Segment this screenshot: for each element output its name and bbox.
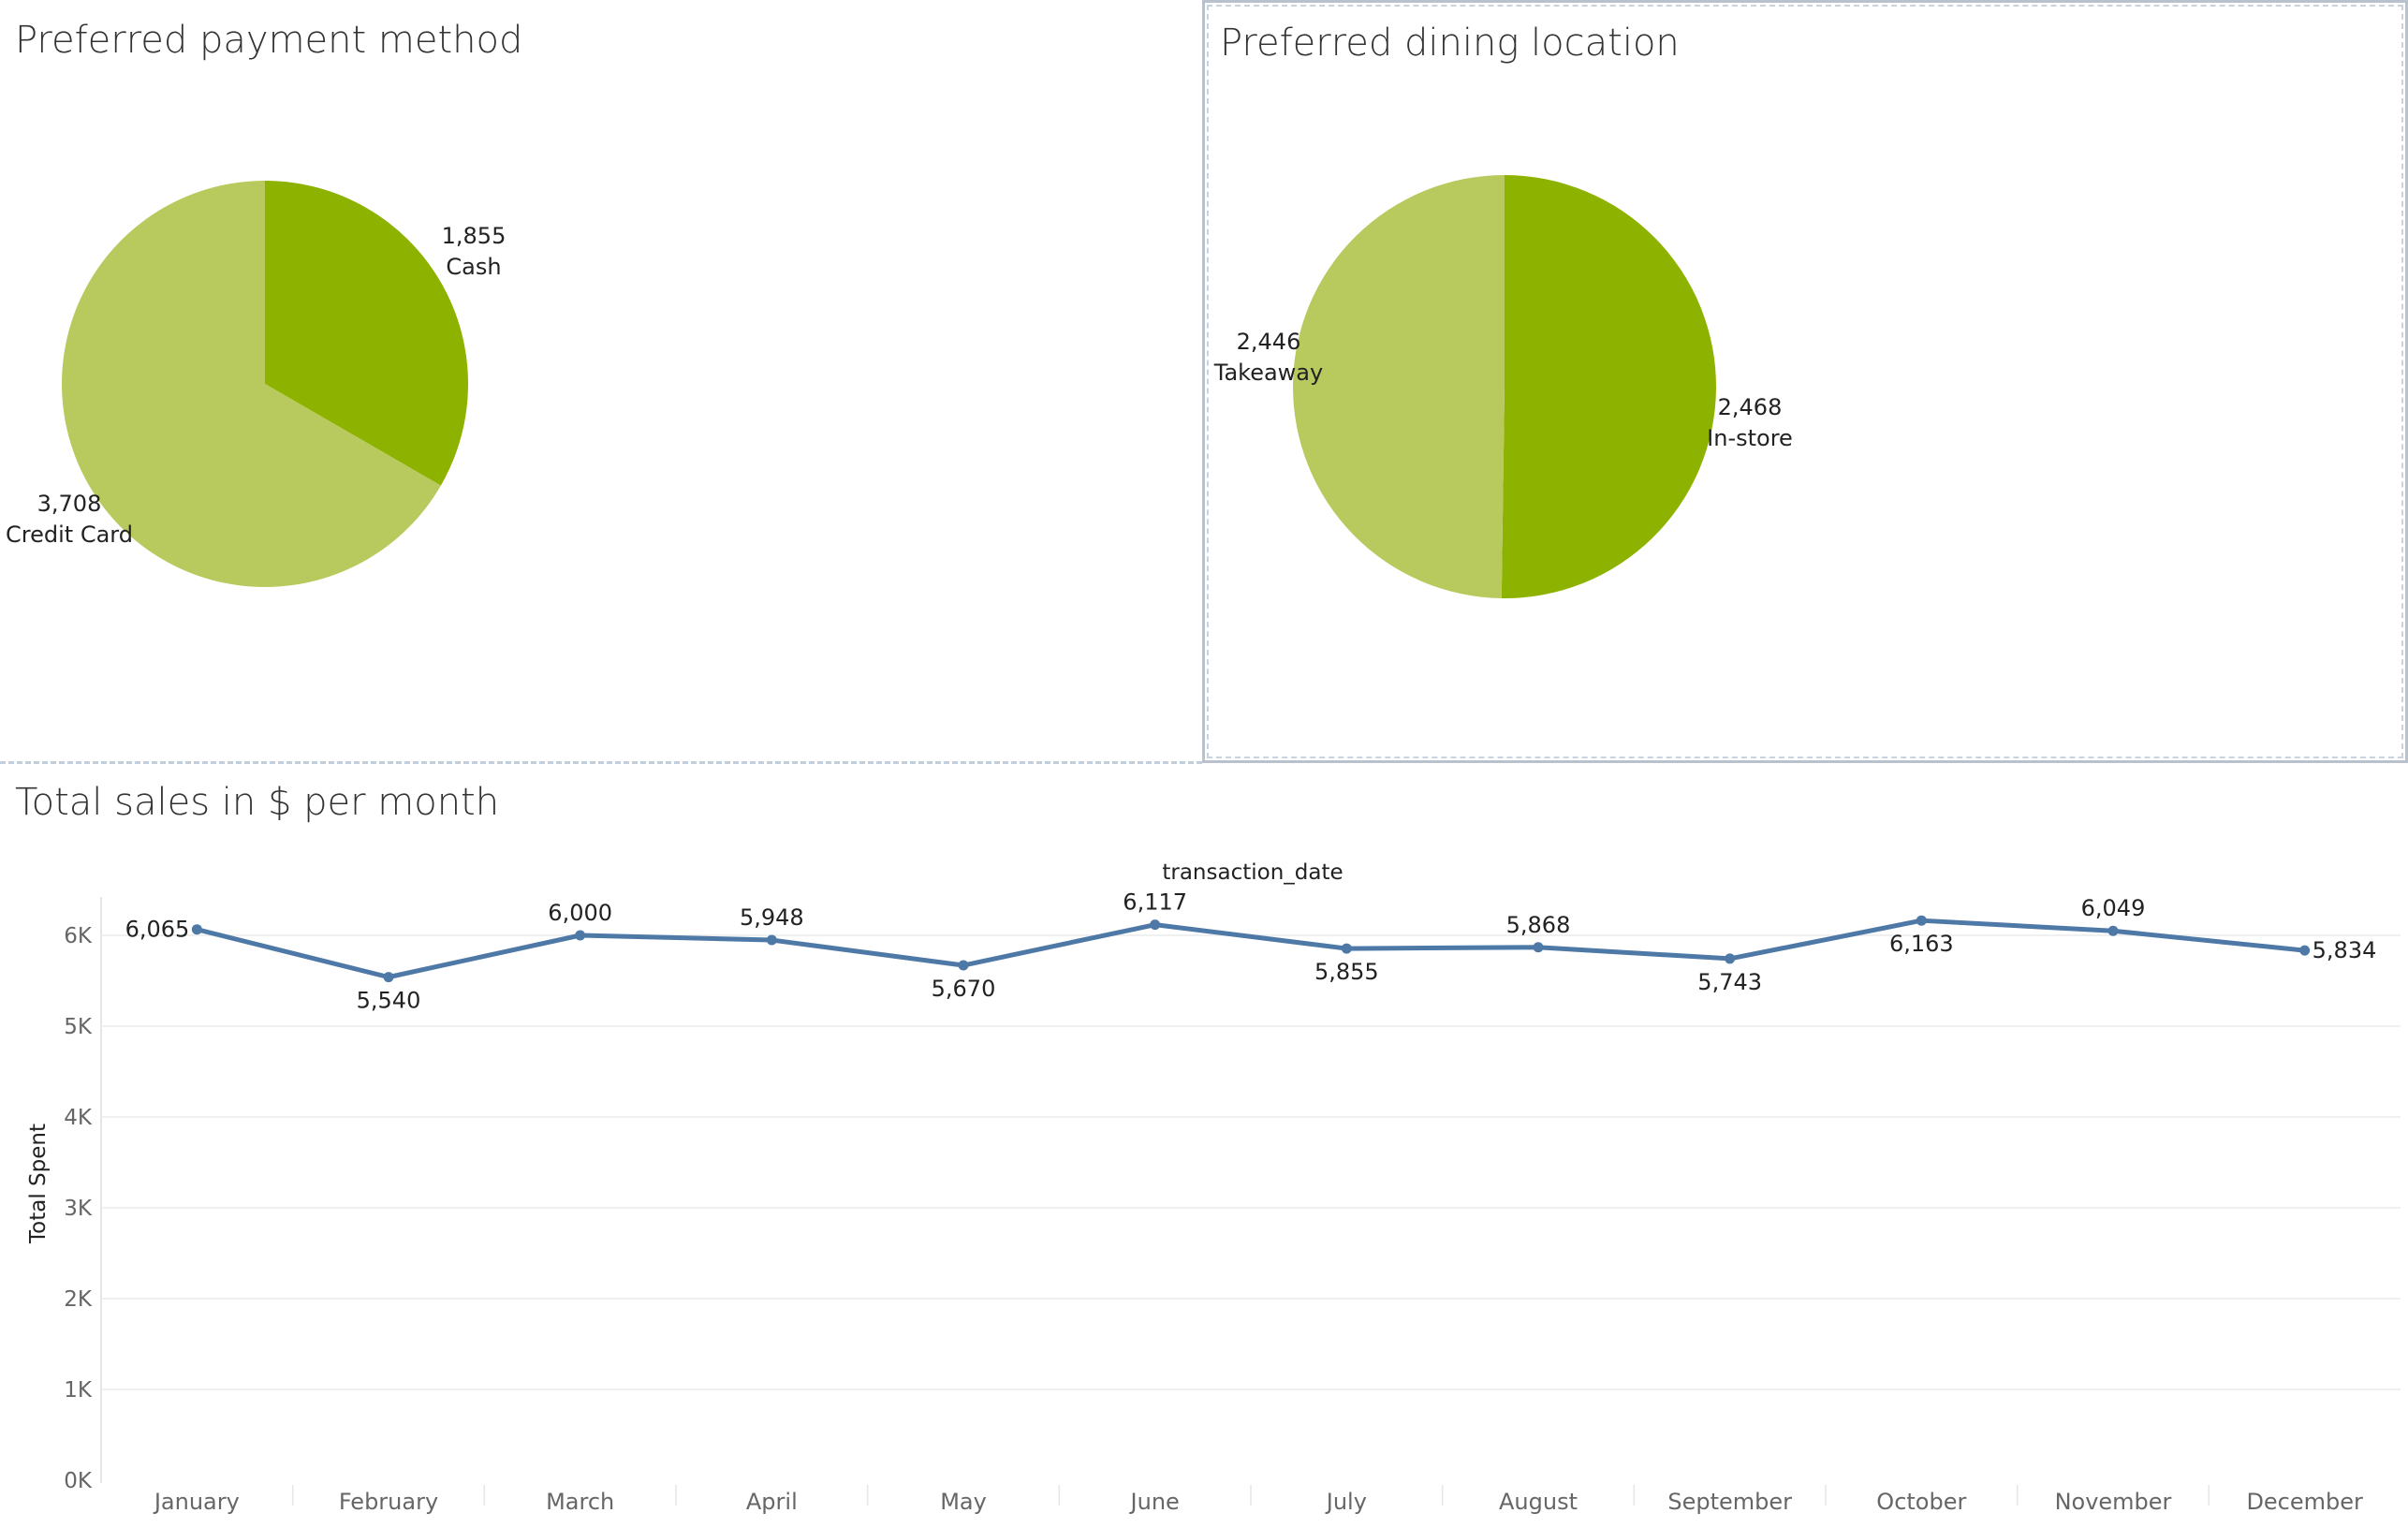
data-point-october[interactable] xyxy=(1916,915,1927,926)
slice-label-cash: Cash xyxy=(446,254,501,280)
data-point-september[interactable] xyxy=(1725,953,1736,964)
pie-slice-takeaway[interactable] xyxy=(1292,175,1505,598)
slice-label-credit-card: Credit Card xyxy=(6,522,133,548)
x-axis-title: transaction_date xyxy=(1162,860,1343,885)
data-label-september: 5,743 xyxy=(1697,969,1762,995)
monthly-sales-panel: Total sales in $ per month transaction_d… xyxy=(0,766,2408,1528)
slice-value-in-store: 2,468 xyxy=(1718,394,1783,420)
y-tick-label: 0K xyxy=(64,1469,93,1493)
slice-label-in-store: In-store xyxy=(1707,425,1793,451)
data-label-june: 6,117 xyxy=(1123,889,1187,916)
x-tick-label: January xyxy=(153,1489,240,1515)
pie-slice-cash[interactable] xyxy=(265,181,469,486)
slice-value-takeaway: 2,446 xyxy=(1237,329,1301,355)
y-tick-label: 2K xyxy=(64,1287,93,1312)
sales-line-chart: transaction_date Total Spent 0K 1K 2K 3K 4K 5K 6… xyxy=(26,860,2401,1515)
x-tick-label: November xyxy=(2055,1489,2172,1515)
data-label-april: 5,948 xyxy=(740,904,804,931)
data-label-february: 5,540 xyxy=(357,988,421,1014)
data-label-august: 5,868 xyxy=(1506,912,1571,938)
sales-chart-title: Total sales in $ per month xyxy=(15,781,500,824)
slice-value-credit-card: 3,708 xyxy=(37,491,102,517)
data-label-november: 6,049 xyxy=(2081,895,2146,921)
x-tick-label: May xyxy=(940,1489,987,1515)
x-tick-label: October xyxy=(1876,1489,1966,1515)
data-label-october: 6,163 xyxy=(1889,931,1954,957)
x-tick-label: August xyxy=(1499,1489,1578,1515)
data-point-december[interactable] xyxy=(2299,945,2311,956)
dining-location-panel: Preferred dining location 2,468 In-store 2… xyxy=(1202,0,2408,763)
dining-chart-title: Preferred dining location xyxy=(1220,22,1680,65)
data-point-february[interactable] xyxy=(383,972,394,983)
data-label-may: 5,670 xyxy=(932,976,996,1002)
data-label-july: 5,855 xyxy=(1314,959,1379,985)
x-tick-label: July xyxy=(1325,1489,1367,1515)
slice-value-cash: 1,855 xyxy=(442,223,507,249)
sales-line xyxy=(196,918,2305,980)
payment-pie-chart: 1,855 Cash 3,708 Credit Card xyxy=(6,181,507,587)
data-label-january: 6,065 xyxy=(125,917,190,943)
y-axis-title: Total Spent xyxy=(26,1124,51,1244)
y-tick-label: 1K xyxy=(64,1378,93,1403)
data-point-june[interactable] xyxy=(1150,919,1161,931)
x-tick-label: December xyxy=(2246,1489,2363,1515)
y-tick-label: 5K xyxy=(64,1015,93,1039)
y-tick-label: 6K xyxy=(64,924,93,948)
x-tick-label: February xyxy=(339,1489,438,1515)
x-tick-label: March xyxy=(546,1489,614,1515)
data-label-december: 5,834 xyxy=(2313,937,2377,963)
x-tick-label: April xyxy=(746,1489,798,1515)
payment-chart-title: Preferred payment method xyxy=(15,19,523,62)
data-point-may[interactable] xyxy=(958,960,969,971)
x-tick-label: June xyxy=(1129,1489,1180,1515)
data-point-july[interactable] xyxy=(1341,943,1352,954)
data-point-november[interactable] xyxy=(2107,925,2119,936)
x-tick-label: September xyxy=(1667,1489,1792,1515)
data-point-march[interactable] xyxy=(575,930,586,941)
y-tick-label: 3K xyxy=(64,1197,93,1221)
data-point-april[interactable] xyxy=(766,934,777,946)
pie-slice-in-store[interactable] xyxy=(1501,175,1716,598)
data-point-january[interactable] xyxy=(191,924,202,935)
dining-pie-chart: 2,468 In-store 2,446 Takeaway xyxy=(1213,175,1793,598)
data-label-march: 6,000 xyxy=(548,900,612,926)
data-point-august[interactable] xyxy=(1533,942,1544,953)
y-tick-label: 4K xyxy=(64,1106,93,1130)
pie-slice-credit-card[interactable] xyxy=(62,181,441,587)
slice-label-takeaway: Takeaway xyxy=(1213,360,1323,386)
payment-method-panel: Preferred payment method 1,855 Cash 3,708 C… xyxy=(0,0,1202,763)
panel-divider xyxy=(0,761,1202,764)
